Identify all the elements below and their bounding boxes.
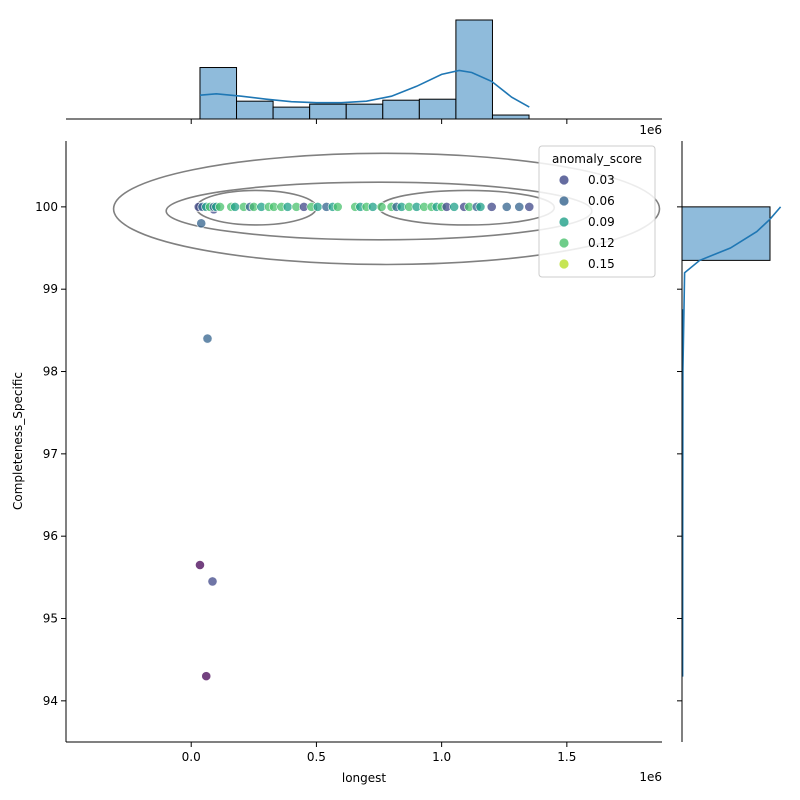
scatter-point <box>367 201 378 212</box>
legend: anomaly_score 0.03 0.06 0.09 0.12 0.15 <box>538 145 656 278</box>
scatter-point <box>230 201 240 212</box>
top-kde-line <box>199 69 530 108</box>
y-axis-label: Completeness_Specific <box>11 372 25 510</box>
legend-marker <box>559 196 569 206</box>
scatter-point <box>501 201 512 212</box>
top-hist-bar <box>345 103 384 120</box>
legend-title: anomaly_score <box>552 152 642 166</box>
scatter-point <box>475 201 486 212</box>
y-tick-label: 94 <box>43 694 58 708</box>
legend-marker <box>559 259 569 269</box>
y-tick-label: 95 <box>43 612 58 626</box>
y-axis-ticks: 94 95 96 97 98 99 100 <box>35 200 66 708</box>
scatter-point <box>201 671 212 682</box>
scatter-point <box>524 201 535 212</box>
scatter-point <box>449 201 460 212</box>
legend-marker <box>559 217 569 227</box>
scatter-point <box>207 576 218 587</box>
top-hist-bar <box>382 99 420 120</box>
legend-marker <box>559 238 569 248</box>
top-offset-label: 1e6 <box>639 123 662 137</box>
top-hist-bar <box>491 114 530 120</box>
y-tick-label: 100 <box>35 200 58 214</box>
right-hist-bar <box>681 206 771 261</box>
top-marginal-ticks <box>190 119 568 124</box>
scatter-point <box>195 560 205 570</box>
top-hist-bar <box>236 100 274 120</box>
x-tick-label: 1.5 <box>557 750 576 764</box>
x-axis-ticks: 0.0 0.5 1.0 1.5 <box>182 742 576 764</box>
y-tick-label: 99 <box>43 282 58 296</box>
top-hist-bar <box>455 19 493 120</box>
y-tick-label: 96 <box>43 529 58 543</box>
legend-entries: 0.03 0.06 0.09 0.12 0.15 <box>559 173 615 271</box>
y-tick-label: 98 <box>43 365 58 379</box>
x-offset-label: 1e6 <box>639 770 662 784</box>
top-hist-bar <box>418 98 457 120</box>
x-tick-label: 0.0 <box>182 750 201 764</box>
x-tick-label: 0.5 <box>307 750 326 764</box>
scatter-point <box>486 201 497 212</box>
legend-label: 0.03 <box>588 173 615 187</box>
scatter-point <box>196 218 207 229</box>
legend-label: 0.15 <box>588 257 615 271</box>
legend-marker <box>559 175 569 185</box>
scatter-point <box>332 201 343 212</box>
top-hist-bar <box>272 106 311 120</box>
legend-label: 0.06 <box>588 194 615 208</box>
x-axis-label: longest <box>342 771 387 785</box>
right-kde-line <box>681 206 782 677</box>
top-hist-bar <box>309 103 347 120</box>
scatter-point <box>376 201 387 212</box>
scatter-point <box>282 201 293 212</box>
scatter-point <box>202 333 213 344</box>
scatter-point <box>215 201 225 212</box>
legend-label: 0.12 <box>588 236 615 250</box>
kde-contour-level-1 <box>112 152 661 266</box>
scatter-point <box>312 201 323 212</box>
right-marginal-ticks <box>677 206 682 702</box>
scatter-point <box>514 201 525 212</box>
y-tick-label: 97 <box>43 447 58 461</box>
top-marginal-histogram <box>199 19 530 120</box>
scatter-points <box>193 201 535 682</box>
x-tick-label: 1.0 <box>432 750 451 764</box>
legend-label: 0.09 <box>588 215 615 229</box>
